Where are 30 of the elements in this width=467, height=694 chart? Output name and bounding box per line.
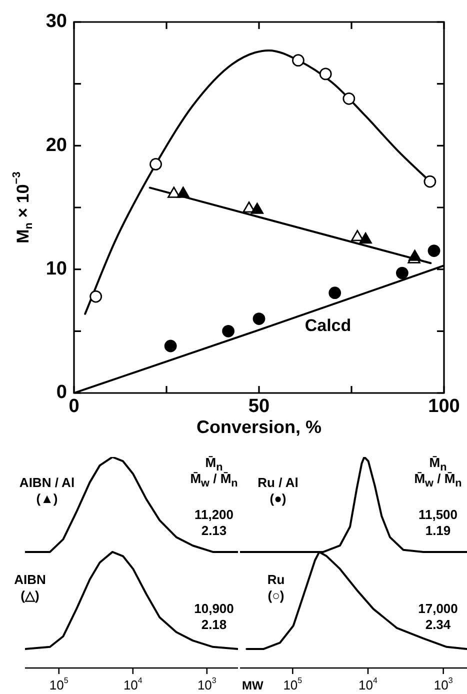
annotation: Calcd: [304, 316, 352, 335]
annotation: M̄$_{n}$: [429, 455, 447, 474]
annotation: 1.19: [425, 523, 451, 539]
annotation: 2.34: [425, 617, 451, 633]
annotation: 2.18: [201, 617, 227, 633]
annotation: (▲): [36, 491, 58, 507]
annotation: (●): [270, 491, 286, 507]
x-tick-label: 50: [248, 396, 270, 418]
y-tick-label: 10: [46, 258, 68, 280]
annotation: AIBN: [14, 572, 46, 588]
annotation: 10,900: [194, 601, 234, 617]
annotation: M̄$_{n}$: [205, 455, 223, 474]
x-axis-title: Conversion, %: [196, 416, 322, 437]
annotation: M̄$_{w}$ / M̄$_{n}$: [190, 471, 238, 492]
annotation: (○): [268, 588, 284, 604]
annotation: 2.13: [201, 523, 227, 539]
annotation: (△): [20, 588, 40, 604]
annotation: Ru: [267, 572, 285, 588]
x-tick-label: 100: [428, 396, 460, 418]
x-axis-title: MW: [242, 678, 264, 692]
annotation: 11,200: [194, 507, 234, 523]
annotation: M̄$_{w}$ / M̄$_{n}$: [414, 471, 462, 492]
annotation: 17,000: [418, 601, 458, 617]
y-tick-label: 0: [56, 382, 68, 404]
annotation: Ru / Al: [258, 475, 298, 491]
annotation: AIBN / Al: [19, 475, 75, 491]
y-axis-title: Mn × 10−3: [11, 172, 36, 244]
y-tick-label: 30: [46, 11, 68, 32]
annotation: 11,500: [418, 507, 458, 523]
y-tick-label: 20: [46, 134, 68, 156]
